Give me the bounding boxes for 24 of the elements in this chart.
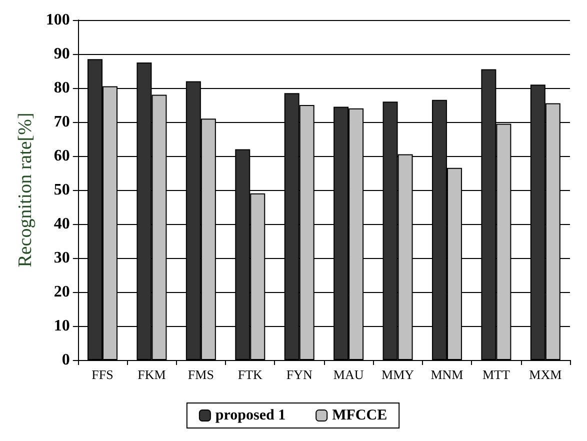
y-tick-label: 90 xyxy=(54,46,70,62)
y-axis-title: Recognition rate[%] xyxy=(15,112,36,268)
y-tick-label: 50 xyxy=(54,182,70,198)
x-tick-label: FKM xyxy=(138,367,166,382)
x-tick-label: MNM xyxy=(430,367,464,382)
legend-label: proposed 1 xyxy=(215,408,286,424)
y-tick-label: 70 xyxy=(54,114,70,130)
x-tick-label: FFS xyxy=(92,367,114,382)
y-tick-label: 100 xyxy=(46,12,70,28)
y-tick-label: 80 xyxy=(54,80,70,96)
x-tick-label: MTT xyxy=(482,367,510,382)
x-tick-label: MXM xyxy=(529,367,562,382)
legend-label: MFCCE xyxy=(332,408,388,424)
y-tick-label: 20 xyxy=(54,284,70,300)
x-tick-label: FMS xyxy=(188,367,214,382)
y-tick-label: 60 xyxy=(54,148,70,164)
x-tick-label: MAU xyxy=(333,367,364,382)
y-tick-label: 0 xyxy=(62,352,70,368)
y-tick-label: 30 xyxy=(54,250,70,266)
y-tick-label: 40 xyxy=(54,216,70,232)
x-tick-label: MMY xyxy=(382,367,415,382)
y-tick-label: 10 xyxy=(54,318,70,334)
x-tick-label: FTK xyxy=(238,367,264,382)
x-tick-label: FYN xyxy=(286,367,313,382)
